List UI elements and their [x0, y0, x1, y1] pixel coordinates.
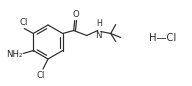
Text: N: N — [95, 31, 102, 39]
Text: H—Cl: H—Cl — [149, 33, 177, 43]
Text: H: H — [96, 19, 102, 28]
Text: Cl: Cl — [37, 71, 45, 80]
Text: O: O — [72, 10, 79, 19]
Text: Cl: Cl — [19, 18, 27, 27]
Text: NH₂: NH₂ — [6, 50, 22, 59]
